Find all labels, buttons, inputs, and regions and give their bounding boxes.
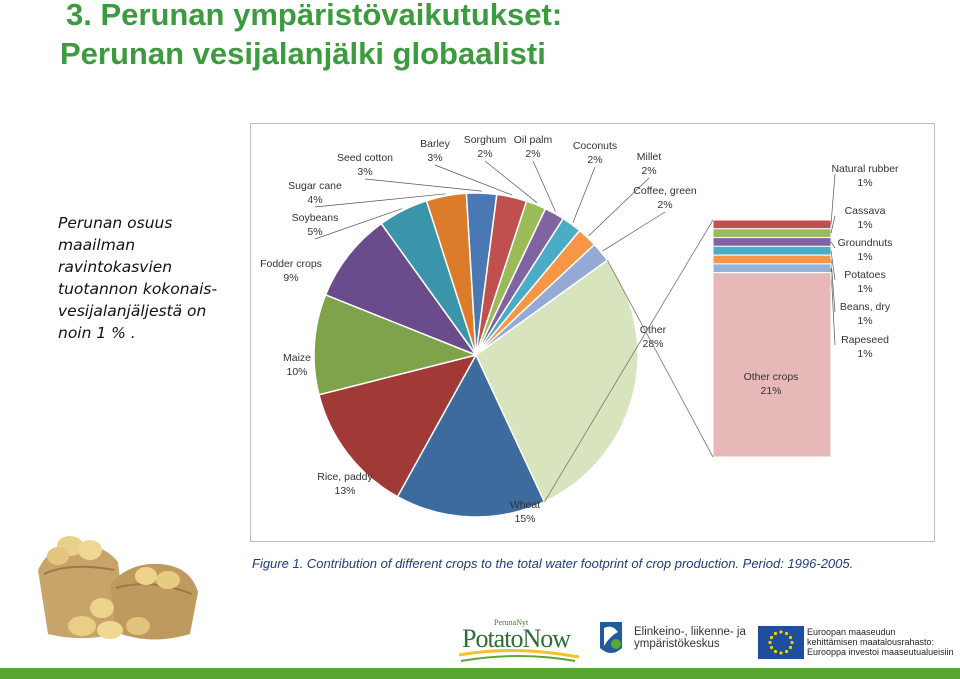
slice-label-oil-palm: Oil palm — [514, 134, 553, 146]
slice-value-rice-paddy: 13% — [334, 485, 355, 497]
bar-label-potatoes: Potatoes — [844, 269, 885, 281]
leader-line-soybeans — [314, 208, 403, 240]
slice-value-sorghum: 2% — [477, 148, 492, 160]
bar-leader-natural-rubber — [830, 173, 836, 225]
bar-leader-groundnuts — [830, 241, 836, 249]
potatonow-logo-text: PotatoNow — [462, 624, 571, 653]
ely-centre-logo-text: Elinkeino-, liikenne- ja ympäristökeskus — [634, 626, 746, 650]
pie-slice-maize — [313, 293, 479, 396]
info-text-line: tuotannon kokonais- — [58, 280, 218, 298]
bar-leader-beans-dry — [830, 259, 836, 313]
slice-value-barley: 3% — [427, 152, 442, 164]
figure-caption: Figure 1. Contribution of different crop… — [252, 556, 854, 571]
pie-slice-fodder-crops — [324, 222, 479, 357]
bar-label-natural-rubber: Natural rubber — [831, 163, 899, 175]
slice-label-soybeans: Soybeans — [292, 212, 339, 224]
bar-label-beans-dry: Beans, dry — [840, 301, 891, 313]
pie-slice-rice-paddy — [318, 353, 478, 498]
ely-centre-logo-icon — [600, 622, 622, 653]
slide-title-line2: Perunan vesijalanjälki globaalisti — [60, 36, 546, 71]
ely-line: Elinkeino-, liikenne- ja — [634, 626, 746, 638]
potato-sacks-image — [38, 536, 198, 640]
bar-segment-groundnuts — [712, 237, 832, 247]
bar-value-natural-rubber: 1% — [857, 177, 872, 189]
leader-line-seed-cotton — [364, 178, 482, 192]
bar-label-rapeseed: Rapeseed — [841, 334, 889, 346]
bar-leader-rapeseed — [830, 268, 836, 346]
leader-line-coconuts — [572, 166, 596, 223]
slice-value-coffee-green: 2% — [657, 199, 672, 211]
bar-value-cassava: 1% — [857, 219, 872, 231]
bar-label-groundnuts: Groundnuts — [838, 237, 893, 249]
info-text: Perunan osuus maailman ravintokasvien tu… — [58, 212, 248, 344]
ely-line: ympäristökeskus — [634, 638, 720, 650]
slice-value-wheat: 15% — [514, 513, 535, 525]
slice-value-maize: 10% — [286, 366, 307, 378]
slice-value-fodder-crops: 9% — [283, 272, 298, 284]
perunanyt-logo-text: PerunaNyt — [494, 618, 529, 627]
info-text-line: maailman — [58, 236, 136, 254]
slice-label-sugar-cane: Sugar cane — [288, 180, 342, 192]
slide-title-line1: 3. Perunan ympäristövaikutukset: — [66, 0, 563, 32]
bar-segment-cassava — [712, 228, 832, 239]
slice-value-other: 28% — [642, 338, 663, 350]
bar-value-other-crops: 21% — [760, 385, 781, 397]
slice-label-coconuts: Coconuts — [573, 140, 617, 152]
potatonow-swoosh-logo — [458, 648, 580, 662]
leader-line-millet — [588, 177, 650, 237]
info-text-line: ravintokasvien — [58, 258, 173, 276]
bar-leader-potatoes — [830, 250, 836, 281]
slice-value-sugar-cane: 4% — [307, 194, 322, 206]
pie-slice-wheat — [396, 353, 546, 518]
bar-label-cassava: Cassava — [845, 205, 886, 217]
slice-value-millet: 2% — [641, 165, 656, 177]
slice-label-barley: Barley — [420, 138, 451, 150]
eu-line: Eurooppa investoi maaseutualueisiin — [807, 647, 954, 657]
info-text-line: noin 1 % . — [58, 324, 136, 342]
slice-value-coconuts: 2% — [587, 154, 602, 166]
slice-label-rice-paddy: Rice, paddy — [317, 471, 373, 483]
bar-label-other-crops: Other crops — [744, 371, 799, 383]
pie-slice-other — [475, 259, 639, 503]
water-footprint-pie-chart: Wheat 15% Rice, paddy 13% Maize 10% Fodder cro… — [260, 134, 899, 525]
slice-label-coffee-green: Coffee, green — [633, 185, 697, 197]
eu-line: kehittämisen maatalousrahasto: — [807, 637, 935, 647]
slice-label-seed-cotton: Seed cotton — [337, 152, 393, 164]
connector-line-bottom — [607, 260, 714, 458]
connector-line-top — [544, 219, 714, 503]
footer-bar — [0, 668, 960, 679]
eu-fund-logo-text: Euroopan maaseudun kehittämisen maatalou… — [807, 627, 954, 657]
slice-label-wheat: Wheat — [510, 499, 540, 511]
chart-frame: Wheat 15% Rice, paddy 13% Maize 10% Fodder cro… — [250, 123, 935, 542]
slice-value-seed-cotton: 3% — [357, 166, 372, 178]
leader-line-sorghum — [484, 160, 538, 203]
bar-value-rapeseed: 1% — [857, 348, 872, 360]
bar-segment-other-crops — [712, 272, 832, 458]
slice-label-fodder-crops: Fodder crops — [260, 258, 322, 270]
leader-line-coffee-green — [602, 211, 666, 252]
slice-label-sorghum: Sorghum — [464, 134, 507, 146]
info-text-line: Perunan osuus — [58, 214, 173, 232]
bar-segment-rapeseed — [712, 263, 832, 274]
slice-value-soybeans: 5% — [307, 226, 322, 238]
bar-segment-beans-dry — [712, 254, 832, 265]
leader-line-oil-palm — [532, 160, 556, 212]
slice-label-maize: Maize — [283, 352, 311, 364]
info-text-line: vesijalanjäljestä on — [58, 302, 207, 320]
eu-flag-icon — [758, 626, 804, 659]
slice-label-millet: Millet — [637, 151, 662, 163]
bar-value-potatoes: 1% — [857, 283, 872, 295]
slice-value-oil-palm: 2% — [525, 148, 540, 160]
bar-value-beans-dry: 1% — [857, 315, 872, 327]
bar-segment-potatoes — [712, 245, 832, 256]
leader-line-sugar-cane — [314, 193, 446, 208]
leader-line-barley — [434, 164, 513, 196]
bar-value-groundnuts: 1% — [857, 251, 872, 263]
slice-label-other: Other — [640, 324, 667, 336]
bar-leader-cassava — [830, 215, 836, 234]
eu-line: Euroopan maaseudun — [807, 627, 896, 637]
bar-segment-natural-rubber — [712, 219, 832, 230]
